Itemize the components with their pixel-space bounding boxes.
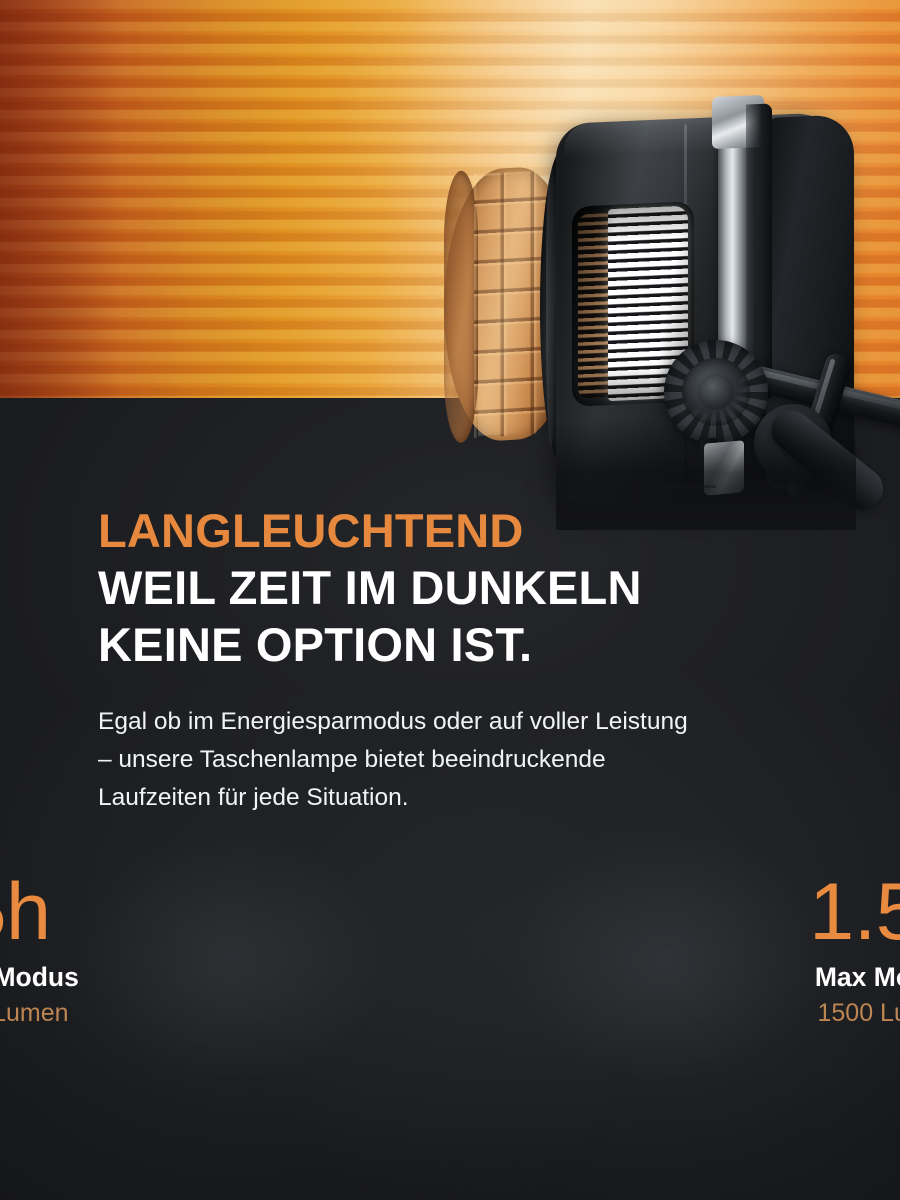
product-bottom-fade [556,420,856,530]
page-title: LANGLEUCHTEND WEIL ZEIT IM DUNKELN KEINE… [98,502,838,673]
stat-label-mode: Max Modus [814,962,900,992]
stat-label-mode: Low Modus [0,962,79,992]
stat-block-max-mode: 1.5h Max Modus 1500 Lumen [450,792,900,1122]
knob-core [698,374,734,410]
headline-line-3: KEINE OPTION IST. [98,618,533,671]
banner-left-vignette [0,0,120,398]
stat-sub-lumen: 1500 Lumen [817,999,900,1027]
product-image-flashlight [0,0,900,540]
stat-sub-lumen: 300 Lumen [0,999,69,1027]
description-line-3: Laufzeiten für jede Situation. [98,784,409,811]
stat-inner-left: 5h Low Modus 300 Lumen [0,868,231,1030]
description-line-2: – unsere Taschenlampe bietet beeindrucke… [98,746,606,773]
headline-accent-line: LANGLEUCHTEND [98,504,524,557]
stat-value-runtime: 1.5h [809,867,900,957]
stat-value-runtime: 5h [0,867,51,957]
runtime-stats-row: 5h Low Modus 300 Lumen 1.5h Max Modus 15… [0,792,900,1122]
flashlight-collar-highlight [546,159,556,447]
stat-inner-right: 1.5h Max Modus 1500 Lumen [662,868,900,1030]
stat-block-low-mode: 5h Low Modus 300 Lumen [0,792,450,1122]
description-line-1: Egal ob im Energiesparmodus oder auf vol… [98,708,688,735]
headline-line-2: WEIL ZEIT IM DUNKELN [98,561,642,614]
bezel-rim [444,169,478,444]
description-paragraph: Egal ob im Energiesparmodus oder auf vol… [98,703,814,817]
